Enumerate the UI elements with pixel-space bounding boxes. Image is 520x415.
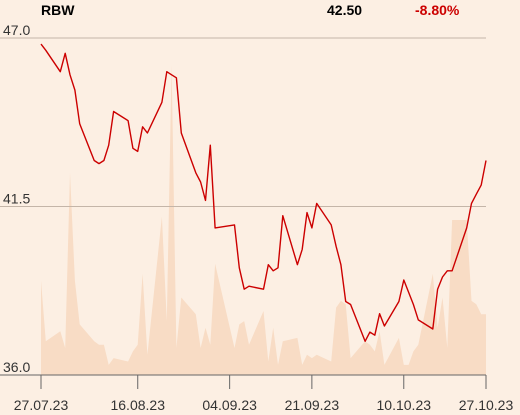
- x-tick-label: 27.07.23: [14, 397, 69, 413]
- price-change-percent: -8.80%: [415, 2, 460, 18]
- last-price: 42.50: [327, 2, 363, 18]
- price-line: [40, 43, 487, 342]
- x-tick-label: 04.09.23: [202, 397, 257, 413]
- y-tick-label: 36.0: [3, 359, 30, 375]
- y-tick-label: 47.0: [3, 22, 30, 38]
- x-tick-label: 10.10.23: [377, 397, 432, 413]
- x-tick-label: 27.10.23: [459, 397, 514, 413]
- y-tick-label: 41.5: [3, 191, 30, 207]
- x-tick-label: 21.09.23: [285, 397, 340, 413]
- ticker-symbol: RBW: [41, 2, 75, 18]
- x-tick-label: 16.08.23: [110, 397, 165, 413]
- volume-area: [41, 65, 486, 375]
